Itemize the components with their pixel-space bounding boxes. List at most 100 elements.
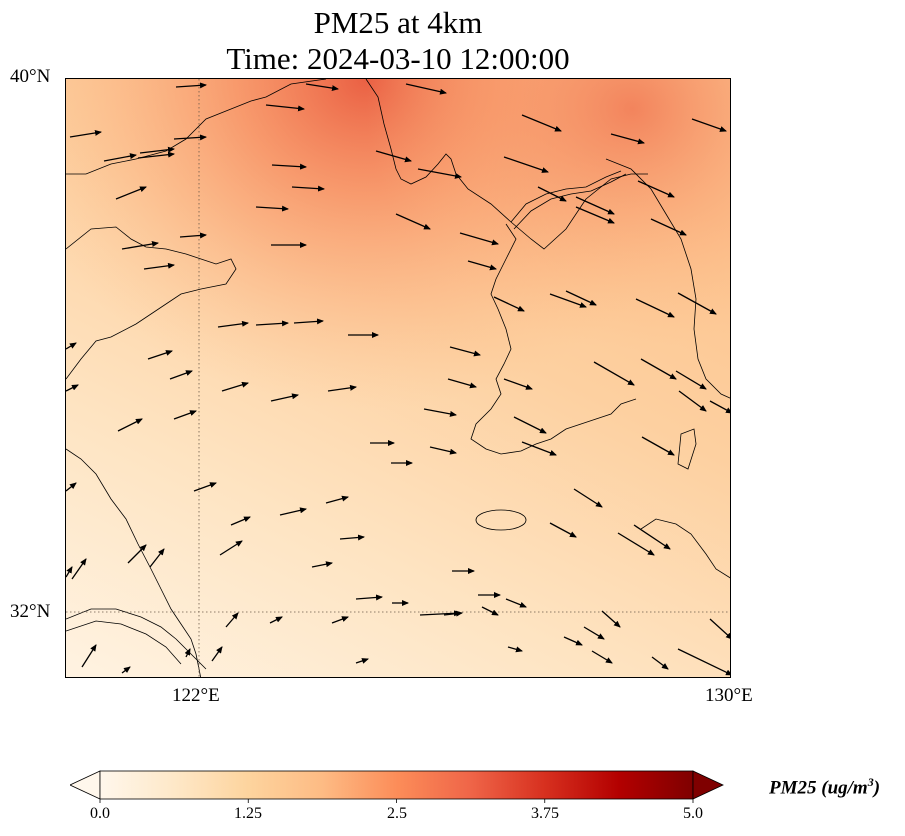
wind-vector xyxy=(255,205,289,212)
wind-vector xyxy=(81,644,97,668)
y-tick-label-40n: 40°N xyxy=(10,66,51,87)
wind-vector xyxy=(573,488,603,508)
wind-vector xyxy=(617,532,655,556)
colorbar-label-close: ) xyxy=(873,777,881,799)
x-tick-label-122e: 122°E xyxy=(172,685,220,706)
wind-vector xyxy=(565,290,597,306)
colorbar-tick-label-1: 1.25 xyxy=(234,805,262,822)
map-title-line-1: PM25 at 4km xyxy=(313,5,483,40)
wind-vector xyxy=(173,134,207,141)
wind-vector xyxy=(311,561,333,568)
wind-vector xyxy=(503,156,549,173)
wind-vector xyxy=(69,129,102,138)
wind-vector xyxy=(293,318,324,325)
wind-vector xyxy=(66,384,79,392)
wind-vector xyxy=(677,648,730,676)
wind-vector xyxy=(121,666,131,674)
wind-vector xyxy=(493,296,525,312)
wind-vector xyxy=(537,186,567,202)
tsushima-island xyxy=(677,428,697,470)
wind-vector xyxy=(265,104,305,112)
wind-vector xyxy=(601,610,621,628)
wind-vector xyxy=(503,378,533,390)
wind-vector xyxy=(691,118,727,132)
wind-vector xyxy=(279,507,307,516)
colorbar-tick-label-4: 5.0 xyxy=(683,805,703,822)
wind-vector xyxy=(193,482,217,492)
coastline-korea-west xyxy=(470,223,637,455)
colorbar-extend-low xyxy=(70,770,101,800)
kyushu-coast xyxy=(640,518,730,579)
wind-vector xyxy=(147,350,173,360)
wind-vector xyxy=(66,342,77,350)
wind-vector xyxy=(127,544,147,564)
yangtze-estuary-2 xyxy=(66,620,182,665)
wind-vector xyxy=(375,150,412,163)
coastline-liaodong xyxy=(66,79,327,175)
wind-vector xyxy=(610,133,645,145)
wind-vector xyxy=(521,114,562,132)
colorbar-tick-label-3: 3.75 xyxy=(531,805,559,822)
wind-vector xyxy=(327,384,357,392)
wind-vector xyxy=(179,232,207,239)
wind-vector xyxy=(291,185,325,192)
wind-vectors xyxy=(66,82,730,676)
wind-vector xyxy=(507,646,523,653)
wind-vector xyxy=(149,548,165,568)
colorbar-label: PM25 (ug/m3) xyxy=(769,775,880,799)
wind-vector xyxy=(505,598,527,608)
wind-vector xyxy=(447,378,477,389)
wind-vector xyxy=(575,206,615,224)
wind-vector xyxy=(173,410,197,420)
wind-vector xyxy=(651,656,669,670)
wind-vector xyxy=(137,151,175,159)
wind-vector xyxy=(675,370,707,390)
wind-vector xyxy=(443,610,463,617)
coastline-jiangsu xyxy=(66,448,202,677)
map-panel[interactable] xyxy=(65,78,731,678)
colorbar-gradient xyxy=(99,770,694,800)
wind-vector xyxy=(121,241,159,250)
wind-vector xyxy=(117,418,143,432)
wind-vector xyxy=(271,163,307,170)
coastlines xyxy=(66,79,730,677)
wind-vector xyxy=(175,82,207,89)
wind-vector xyxy=(139,146,175,154)
colorbar-tick-label-2: 2.5 xyxy=(387,805,407,822)
wind-vector xyxy=(583,626,605,640)
wind-vector xyxy=(217,320,249,328)
wind-vector xyxy=(513,416,547,434)
coastline-shandong xyxy=(66,226,237,380)
wind-vector xyxy=(219,540,243,556)
wind-vector xyxy=(221,381,249,392)
wind-vector xyxy=(549,293,587,308)
wind-vector xyxy=(633,524,671,550)
wind-vector xyxy=(635,298,675,318)
wind-vector xyxy=(66,566,73,578)
pm25-map xyxy=(66,79,730,677)
coastline-yalu xyxy=(510,170,622,223)
wind-vector xyxy=(591,650,613,664)
wind-vector xyxy=(355,658,369,664)
wind-vector xyxy=(211,646,223,662)
wind-vector xyxy=(331,616,349,624)
wind-vector xyxy=(481,606,499,616)
wind-vector xyxy=(230,516,251,526)
wind-vector xyxy=(677,292,717,315)
wind-vector xyxy=(270,393,299,402)
wind-vector xyxy=(459,232,499,246)
wind-vector xyxy=(66,482,77,492)
wind-vector xyxy=(467,260,497,271)
wind-vector xyxy=(678,390,707,412)
pm25-field-hotspot-ne xyxy=(66,79,730,677)
wind-vector xyxy=(429,446,457,455)
wind-vector xyxy=(255,320,289,327)
wind-vector xyxy=(225,612,239,628)
wind-vector xyxy=(339,534,365,541)
wind-vector xyxy=(709,400,730,414)
wind-vector xyxy=(549,522,577,538)
wind-vector xyxy=(423,408,457,417)
x-tick-label-130e: 130°E xyxy=(705,685,753,706)
coastline-yalu-2 xyxy=(513,173,627,230)
wind-vector xyxy=(405,83,447,95)
